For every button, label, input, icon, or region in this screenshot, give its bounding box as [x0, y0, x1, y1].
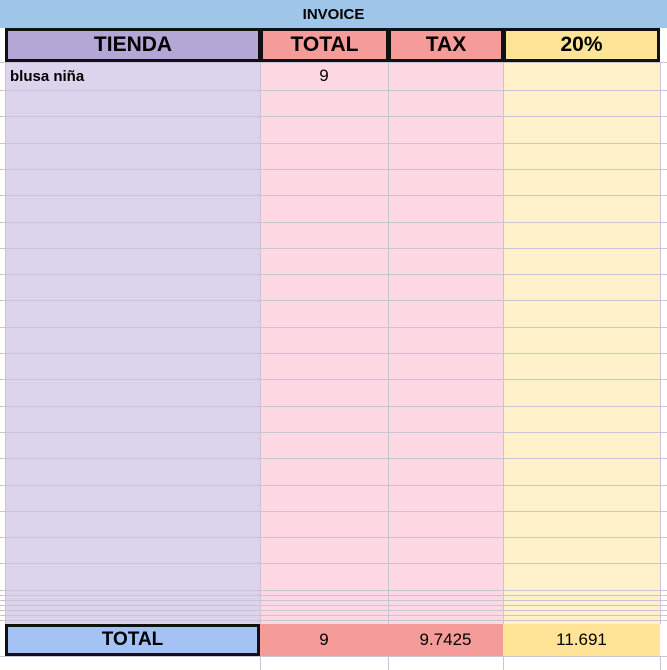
grid-line	[388, 62, 389, 624]
grid-line	[0, 511, 667, 512]
grid-line	[0, 458, 667, 459]
grid-line	[503, 62, 504, 624]
grid-line	[0, 615, 667, 616]
grid-line	[0, 590, 667, 591]
title-bar: INVOICE	[0, 0, 667, 28]
grid-line	[0, 195, 667, 196]
table-cell: blusa niña	[10, 67, 85, 85]
grid-line	[0, 90, 667, 91]
grid-line	[0, 274, 667, 275]
column-fill	[260, 62, 388, 624]
column-fill	[388, 62, 503, 624]
grid-line	[0, 116, 667, 117]
table-cell: 9	[319, 66, 329, 85]
footer-cell: 11.691	[503, 624, 660, 656]
grid-line	[503, 656, 504, 670]
grid-line	[0, 379, 667, 380]
grid-line	[0, 406, 667, 407]
grid-line	[0, 300, 667, 301]
grid-line	[388, 656, 389, 670]
grid-line	[0, 353, 667, 354]
footer-label: TOTAL	[5, 624, 260, 656]
grid-line	[0, 169, 667, 170]
footer-cell: 9.7425	[388, 624, 503, 656]
grid-line	[660, 656, 661, 670]
grid-line	[0, 485, 667, 486]
grid-line	[0, 537, 667, 538]
column-header: TOTAL	[260, 28, 389, 62]
grid-line	[0, 222, 667, 223]
grid-line	[0, 432, 667, 433]
column-fill	[5, 62, 260, 624]
grid-line	[0, 143, 667, 144]
column-fill	[503, 62, 660, 624]
grid-line	[660, 62, 661, 624]
footer-cell: 9	[260, 624, 388, 656]
grid-line	[0, 656, 667, 657]
grid-line	[0, 248, 667, 249]
grid-line	[0, 610, 667, 611]
grid-line	[260, 62, 261, 624]
column-header: TAX	[388, 28, 504, 62]
grid-line	[0, 563, 667, 564]
grid-line	[0, 620, 667, 621]
column-header: 20%	[503, 28, 660, 62]
grid-line	[0, 595, 667, 596]
grid-line	[0, 605, 667, 606]
column-header: TIENDA	[5, 28, 261, 62]
grid-line	[5, 62, 6, 624]
grid-line	[260, 656, 261, 670]
grid-line	[0, 62, 667, 63]
grid-line	[0, 600, 667, 601]
grid-line	[0, 327, 667, 328]
